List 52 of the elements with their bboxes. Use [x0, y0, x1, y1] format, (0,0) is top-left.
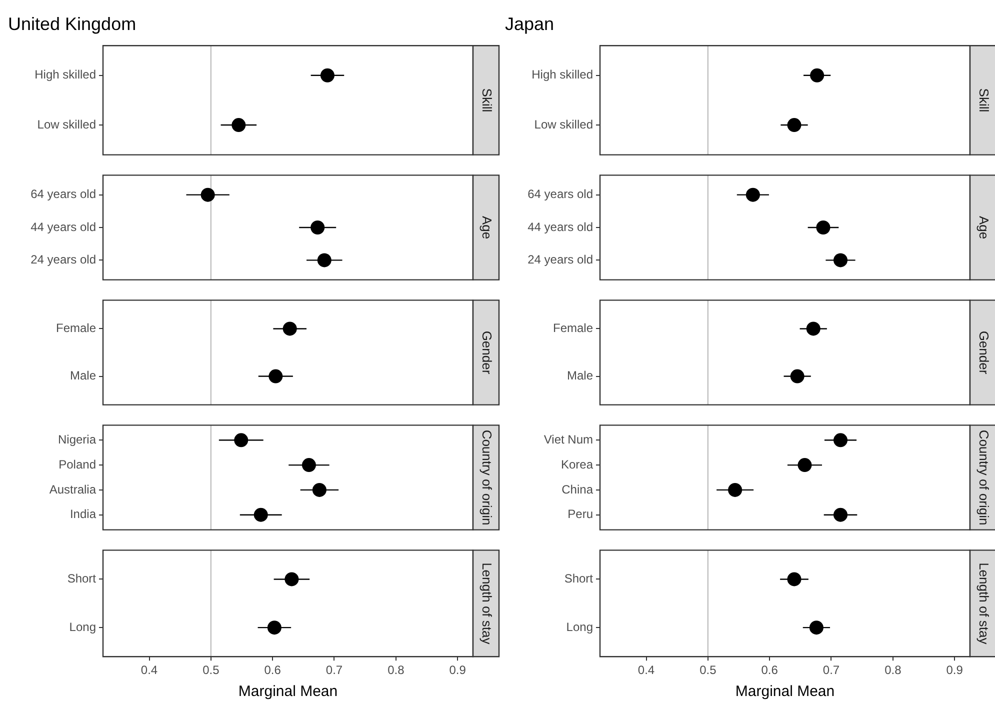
y-tick-label: Male: [70, 368, 96, 383]
y-tick-label: Peru: [568, 507, 593, 522]
y2-axis-title: Gender: [976, 330, 992, 375]
x-tick-label: 0.4: [638, 663, 655, 678]
y-tick-label: Long: [566, 620, 593, 634]
y-tick-label: 44 years old: [30, 220, 96, 234]
y-tick-label: High skilled: [532, 68, 593, 82]
chart-title: United Kingdom: [8, 14, 136, 34]
y-tick-label: China: [562, 482, 594, 496]
y-tick-label: Short: [564, 572, 594, 586]
y2-axis-title: Gender: [479, 330, 494, 375]
y-tick-label: Long: [69, 620, 96, 634]
y-tick-label: Nigeria: [58, 432, 96, 446]
y-tick-label: Korea: [560, 457, 594, 472]
y-tick-label: 24 years old: [30, 252, 96, 266]
y2-axis-title: Length of stay: [976, 562, 992, 645]
y-tick-label: Female: [552, 321, 594, 336]
x-tick-label: 0.6: [761, 663, 778, 678]
y-tick-label: Australia: [49, 482, 96, 496]
x-tick-label: 0.8: [388, 663, 405, 678]
y-tick-label: Short: [67, 572, 97, 586]
x-tick-label: 0.5: [700, 663, 717, 678]
x-axis-title: Marginal Mean: [238, 683, 338, 700]
y2-axis-title: Age: [976, 216, 992, 240]
x-tick-label: 0.9: [449, 663, 466, 678]
y-tick-label: Low skilled: [534, 117, 593, 132]
y-tick-label: Female: [56, 321, 96, 336]
x-tick-label: 0.6: [264, 663, 282, 678]
x-tick-label: 0.7: [822, 663, 840, 678]
y2-axis-title: Country of origin: [976, 430, 992, 526]
y-tick-label: 64 years old: [30, 187, 96, 202]
y2-axis-title: Skill: [976, 88, 992, 112]
y2-axis-title: Country of origin: [479, 430, 494, 526]
y-tick-label: 44 years old: [528, 220, 593, 234]
x-axis-title: Marginal Mean: [735, 683, 835, 700]
y-tick-label: Poland: [58, 457, 96, 472]
x-tick-label: 0.7: [326, 663, 343, 678]
y-tick-label: 24 years old: [528, 252, 593, 266]
x-tick-label: 0.5: [202, 663, 220, 678]
x-tick-label: 0.9: [946, 663, 964, 678]
x-tick-label: 0.4: [140, 663, 158, 678]
y-tick-label: India: [70, 507, 96, 522]
y2-axis-title: Length of stay: [479, 562, 494, 645]
x-tick-label: 0.8: [884, 663, 902, 678]
y-tick-label: Male: [566, 368, 594, 383]
y-tick-label: Viet Num: [544, 432, 593, 446]
y-tick-label: High skilled: [34, 68, 96, 82]
y-tick-label: 64 years old: [528, 187, 593, 202]
y2-axis-title: Skill: [479, 88, 494, 112]
y2-axis-title: Age: [479, 216, 494, 240]
chart-title: Japan: [505, 14, 554, 34]
y-tick-label: Low skilled: [37, 117, 96, 132]
